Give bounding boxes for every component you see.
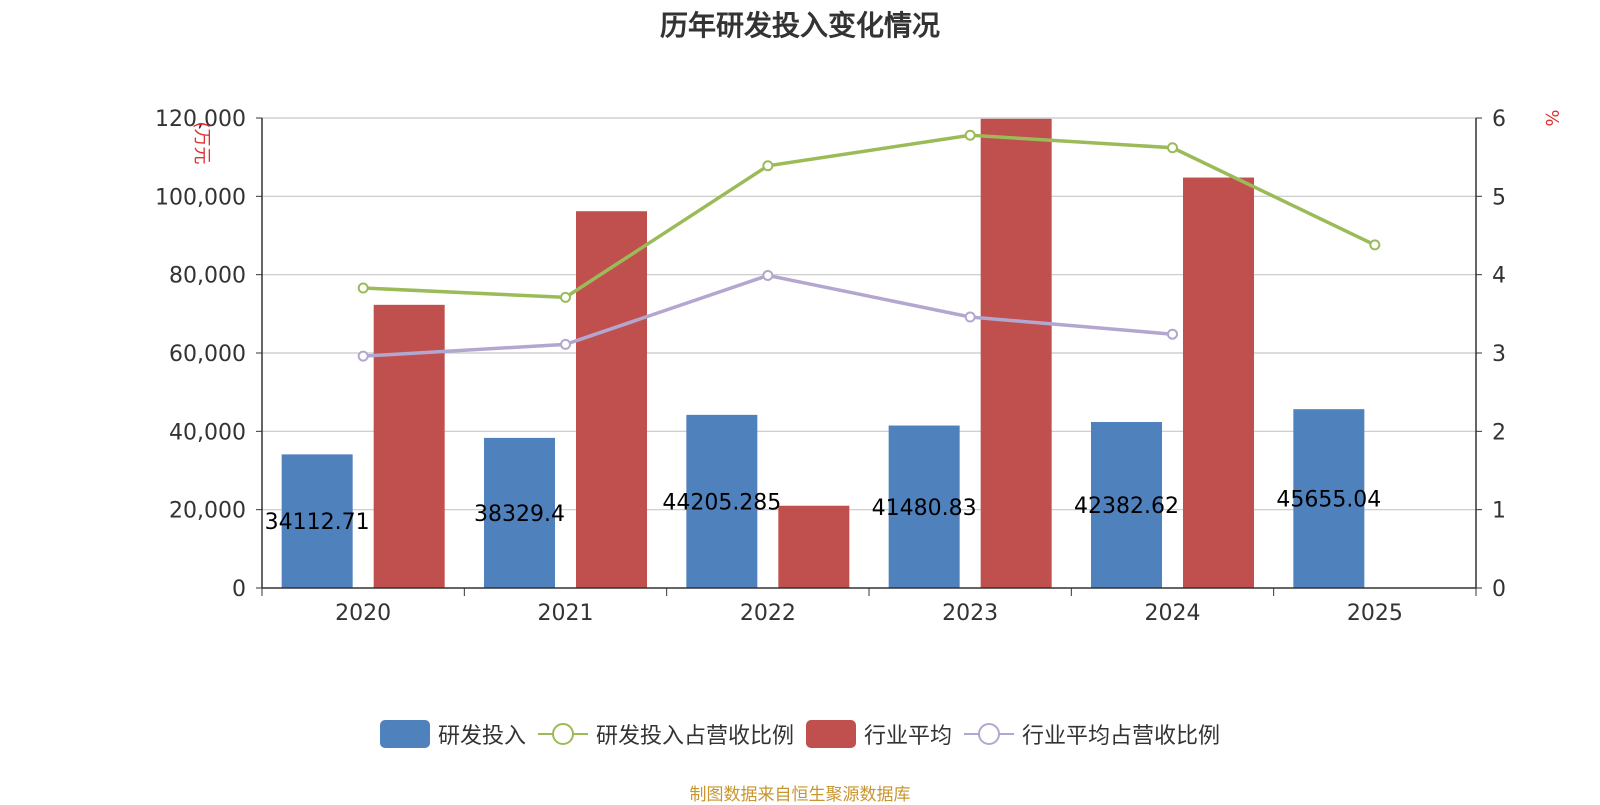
- x-tick-label: 2024: [1145, 601, 1201, 626]
- data-label: 44205.285: [662, 490, 781, 515]
- y-left-tick-label: 0: [232, 577, 246, 602]
- legend-label: 研发投入: [437, 724, 526, 749]
- data-label: 42382.62: [1074, 494, 1179, 519]
- bar-行业平均-2021: [576, 211, 647, 588]
- x-tick-label: 2022: [740, 601, 796, 626]
- legend-label: 行业平均占营收比例: [1022, 724, 1221, 749]
- y-left-tick-label: 120,000: [155, 107, 246, 132]
- legend: 研发投入 研发投入占营收比例 行业平均 行业平均占营收比例: [0, 718, 1600, 750]
- y-right-axis-label: %: [1541, 109, 1562, 126]
- legend-item[interactable]: 行业平均: [806, 718, 952, 750]
- legend-label: 研发投入占营收比例: [595, 724, 794, 749]
- point-行业平均占营收比例: [964, 311, 976, 323]
- y-right-tick-label: 3: [1492, 342, 1506, 367]
- data-label: 41480.83: [872, 496, 977, 521]
- x-tick-label: 2020: [335, 601, 391, 626]
- bar-研发投入-2023: [888, 425, 960, 588]
- data-labels: 34112.71 38329.4 44205.285 41480.83 42382.62…: [265, 488, 1382, 536]
- bar-研发投入-2024: [1091, 422, 1162, 588]
- point-研发投入占营收比例: [1369, 239, 1381, 251]
- y-left-tick-label: 20,000: [169, 499, 246, 524]
- bar-研发投入-2021: [484, 437, 555, 588]
- y-left-tick-label: 100,000: [155, 185, 246, 210]
- point-研发投入占营收比例: [964, 129, 976, 141]
- y-right-tick-label: 6: [1492, 107, 1506, 132]
- line-研发投入占营收比例: [363, 133, 1376, 300]
- y-left-tick-label: 60,000: [169, 342, 246, 367]
- y-left-tick-label: 40,000: [169, 420, 246, 445]
- point-行业平均占营收比例: [762, 269, 774, 281]
- x-tick-label: 2025: [1347, 601, 1403, 626]
- bar-研发投入-2025: [1293, 409, 1365, 588]
- point-行业平均占营收比例: [357, 350, 369, 362]
- point-行业平均占营收比例: [1167, 328, 1178, 340]
- lines: [357, 129, 1381, 362]
- legend-swatch: [537, 723, 588, 745]
- legend-item[interactable]: 行业平均占营收比例: [964, 718, 1220, 750]
- bar-行业平均-2024: [1183, 177, 1254, 589]
- legend-item[interactable]: 研发投入: [379, 718, 526, 750]
- legend-swatch: [379, 720, 430, 748]
- y-left-axis-label: (万元: [191, 121, 212, 164]
- y-right-tick-label: 1: [1492, 499, 1506, 524]
- chart-title: 历年研发投入变化情况: [659, 9, 940, 42]
- data-label: 34112.71: [265, 510, 370, 535]
- x-tick-label: 2021: [538, 601, 594, 626]
- data-label: 45655.04: [1276, 488, 1381, 513]
- grid-lines: [262, 117, 1476, 511]
- bar-研发投入-2022: [686, 414, 758, 588]
- point-研发投入占营收比例: [357, 282, 369, 294]
- point-研发投入占营收比例: [762, 160, 774, 172]
- point-研发投入占营收比例: [1167, 142, 1178, 154]
- x-tick-label: 2023: [942, 601, 998, 626]
- y-right-tick-label: 2: [1492, 420, 1506, 445]
- bars: [281, 118, 1365, 589]
- y-right-tick-label: 5: [1492, 185, 1506, 210]
- bar-行业平均-2022: [778, 505, 850, 588]
- data-label: 38329.4: [474, 502, 565, 527]
- point-行业平均占营收比例: [560, 338, 571, 350]
- y-left-tick-label: 80,000: [169, 264, 246, 289]
- bar-研发投入-2020: [281, 454, 353, 588]
- bar-行业平均-2020: [373, 304, 445, 588]
- legend-swatch: [806, 720, 856, 748]
- point-研发投入占营收比例: [560, 291, 571, 303]
- legend-item[interactable]: 研发投入占营收比例: [537, 718, 794, 750]
- y-right-tick-label: 0: [1492, 577, 1506, 602]
- legend-label: 行业平均: [864, 724, 953, 749]
- legend-swatch: [964, 723, 1015, 745]
- y-right-tick-label: 4: [1492, 264, 1506, 289]
- source-note: 制图数据来自恒生聚源数据库: [689, 785, 911, 805]
- bar-行业平均-2023: [980, 118, 1052, 589]
- axes: 0 20,000 40,000 60,000 80,000 100,000 120,000 0…: [155, 107, 1562, 626]
